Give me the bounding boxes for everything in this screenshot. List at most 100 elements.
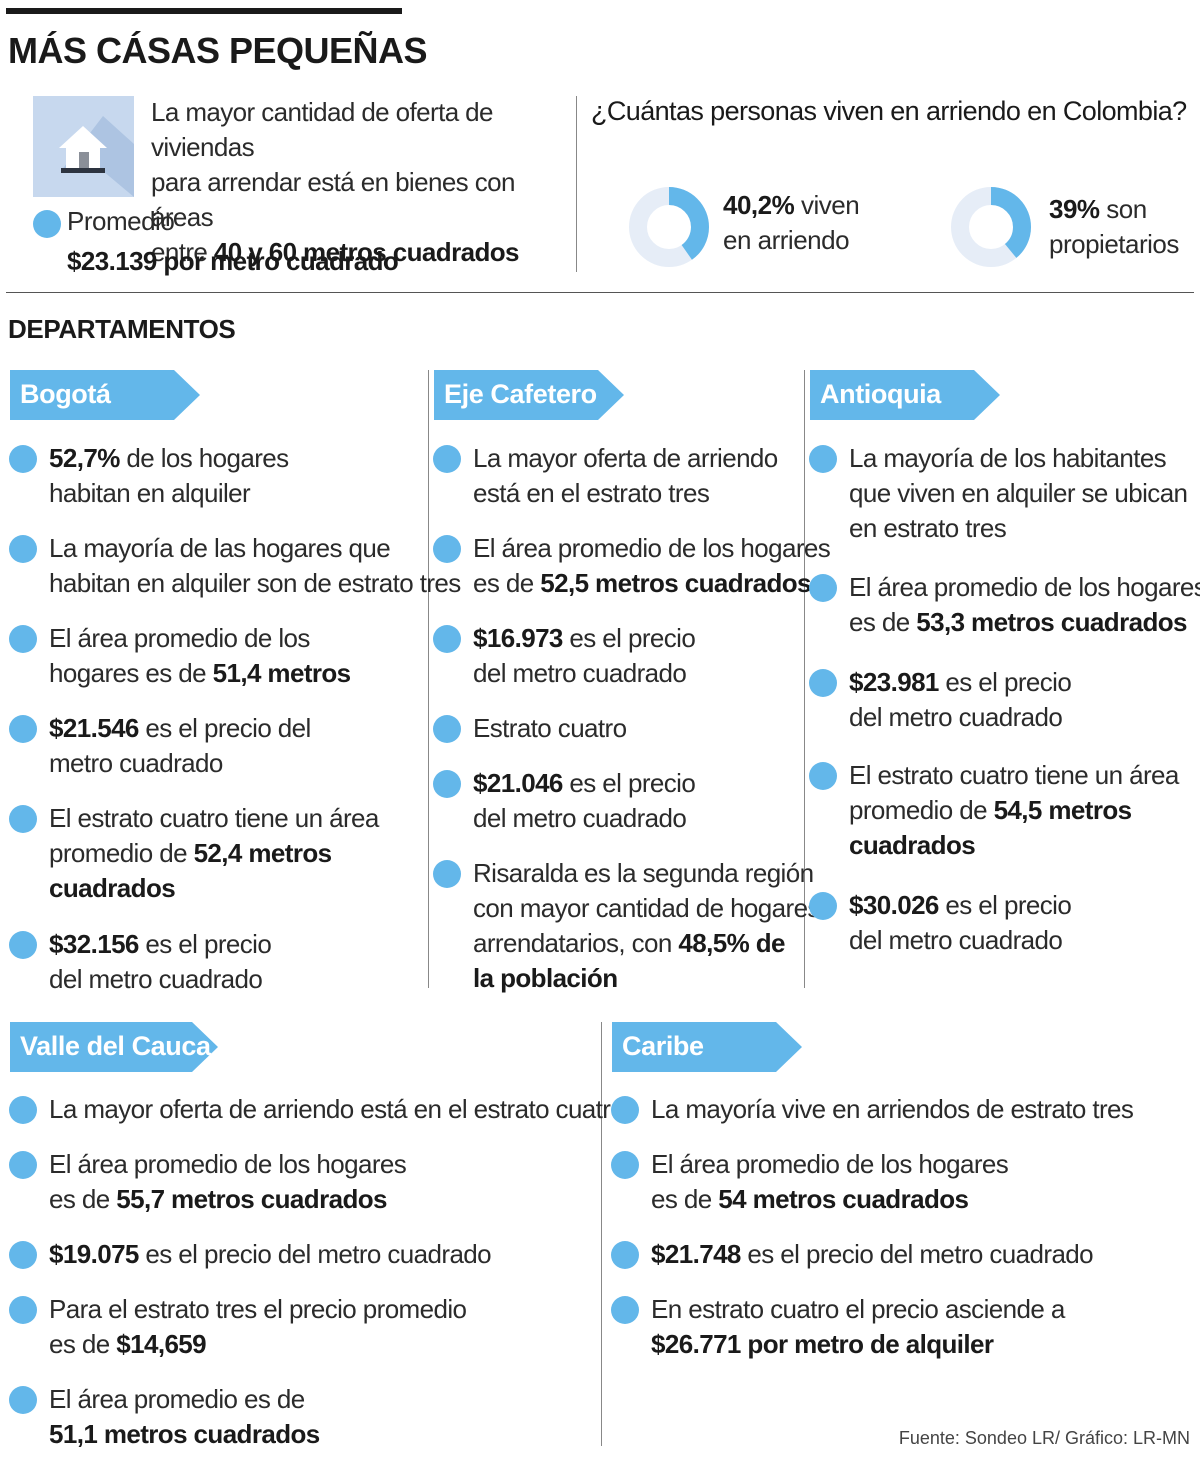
item-text: Risaralda es la segunda región [473, 858, 814, 888]
highlight-value: $14,659 [116, 1329, 207, 1359]
bullet-dot [433, 625, 461, 653]
item-line: La mayor oferta de arriendo está en el e… [49, 1092, 625, 1127]
highlight-value: 54,5 metros [993, 795, 1133, 825]
item-line: El área promedio es de [49, 1382, 320, 1417]
item-text: El área promedio de los hogares [49, 1149, 407, 1179]
item-line: cuadrados [849, 828, 1179, 863]
page-title: MÁS CÁSAS PEQUEÑAS [8, 30, 428, 71]
bullet-dot [9, 445, 37, 473]
item-text: arrendatarios, con [473, 928, 679, 958]
item-line: 51,1 metros cuadrados [49, 1417, 320, 1452]
item-line: es de $14,659 [49, 1327, 466, 1362]
list-item: El área promedio es de 51,1 metros cuadra… [9, 1382, 320, 1452]
highlight-value: 53,3 metros cuadrados [916, 607, 1187, 637]
bullet-dot [809, 892, 837, 920]
item-text: es el precio [938, 890, 1072, 920]
item-text: es el precio del [138, 713, 311, 743]
item-text: es el precio [138, 929, 272, 959]
item-line: 52,7% de los hogares [49, 441, 289, 476]
highlight-value: 48,5% de [678, 928, 785, 958]
item-text: que viven en alquiler se ubican [849, 478, 1188, 508]
list-item: Estrato cuatro [433, 711, 627, 746]
region-tag-bogota: Bogotá [10, 370, 200, 420]
item-line: El estrato cuatro tiene un área [49, 801, 379, 836]
item-line: es de 55,7 metros cuadrados [49, 1182, 406, 1217]
item-text: del metro cuadrado [473, 803, 687, 833]
highlight-value: $23.981 [849, 667, 939, 697]
bullet-dot [611, 1096, 639, 1124]
stat-renters: 40,2% viven en arriendo [723, 190, 860, 255]
average-label: Promedio [67, 206, 175, 236]
list-item: La mayor oferta de arriendo está en el e… [9, 1092, 625, 1127]
item-text: es el precio [562, 623, 696, 653]
highlight-value: 51,4 metros [212, 658, 352, 688]
bullet-dot [433, 445, 461, 473]
item-text: El área promedio de los hogares [473, 533, 831, 563]
item-text: habitan en alquiler son de estrato tres [49, 568, 461, 598]
item-text: promedio de [49, 838, 194, 868]
highlight-value: $30.026 [849, 890, 939, 920]
highlight-value: $21.546 [49, 713, 139, 743]
item-line: del metro cuadrado [49, 962, 271, 997]
item-line: metro cuadrado [49, 746, 311, 781]
item-line: cuadrados [49, 871, 379, 906]
bullet-dot [9, 535, 37, 563]
highlight-value: $32.156 [49, 929, 139, 959]
bullet-dot [9, 805, 37, 833]
column-divider [804, 370, 805, 988]
item-text: del metro cuadrado [849, 925, 1063, 955]
list-item: $23.981 es el precio del metro cuadrado [809, 665, 1072, 735]
bullet-dot [809, 574, 837, 602]
list-item: La mayoría de los habitantes que viven en… [809, 441, 1188, 546]
region-name: Caribe [622, 1031, 704, 1061]
list-item: El área promedio de los hogares es de 53,… [809, 570, 1200, 640]
item-line: $26.771 por metro de alquiler [651, 1327, 1065, 1362]
highlight-value: 55,7 metros cuadrados [116, 1184, 387, 1214]
highlight-value: cuadrados [49, 873, 176, 903]
highlight-value: $26.771 por metro de alquiler [651, 1329, 994, 1359]
item-text: con mayor cantidad de hogares [473, 893, 820, 923]
item-text: es de [49, 1184, 117, 1214]
item-text: de los hogares [119, 443, 289, 473]
highlight-value: la población [473, 963, 618, 993]
highlight-value: 52,7% [49, 443, 120, 473]
list-item: El área promedio de los hogares es de 55,… [9, 1147, 407, 1217]
item-line: $23.981 es el precio [849, 665, 1072, 700]
donut-chart-owners [951, 187, 1031, 267]
item-text: El área promedio es de [49, 1384, 305, 1414]
item-text: hogares es de [49, 658, 213, 688]
intro-line: entre 40 y 60 metros cuadrados [151, 237, 519, 267]
item-line: habitan en alquiler [49, 476, 289, 511]
item-line: promedio de 52,4 metros [49, 836, 379, 871]
item-line: La mayoría de los habitantes [849, 441, 1187, 476]
item-text: La mayoría de los habitantes [849, 443, 1167, 473]
item-line: La mayoría de las hogares que [49, 531, 461, 566]
item-line: $21.748 es el precio del metro cuadrado [651, 1237, 1094, 1272]
bullet-dot [9, 1296, 37, 1324]
item-line: hogares es de 51,4 metros [49, 656, 351, 691]
item-line: con mayor cantidad de hogares [473, 891, 820, 926]
item-line: del metro cuadrado [849, 923, 1071, 958]
item-text: El estrato cuatro tiene un área [49, 803, 379, 833]
bullet-dot [33, 210, 61, 238]
item-line: El estrato cuatro tiene un área [849, 758, 1179, 793]
divider [576, 96, 577, 272]
item-line: $19.075 es el precio del metro cuadrado [49, 1237, 492, 1272]
item-line: promedio de 54,5 metros [849, 793, 1179, 828]
bullet-dot [611, 1296, 639, 1324]
item-line: Para el estrato tres el precio promedio [49, 1292, 467, 1327]
stat-value: 39% [1049, 194, 1100, 224]
item-text: es de [651, 1184, 719, 1214]
average-value: $23.139 por metro cuadrado [67, 246, 399, 276]
highlight-value: $19.075 [49, 1239, 139, 1269]
top-rule [6, 8, 402, 14]
region-tag-caribe: Caribe [612, 1022, 802, 1072]
intro-line: para arrendar está en bienes con áreas [151, 167, 515, 232]
item-text: en estrato tres [849, 513, 1007, 543]
item-text: El área promedio de los hogares [849, 572, 1200, 602]
column-divider [601, 1022, 602, 1446]
item-line: El área promedio de los hogares [473, 531, 831, 566]
item-text: es de [473, 568, 541, 598]
highlight-value: 52,4 metros [193, 838, 333, 868]
item-text: habitan en alquiler [49, 478, 251, 508]
